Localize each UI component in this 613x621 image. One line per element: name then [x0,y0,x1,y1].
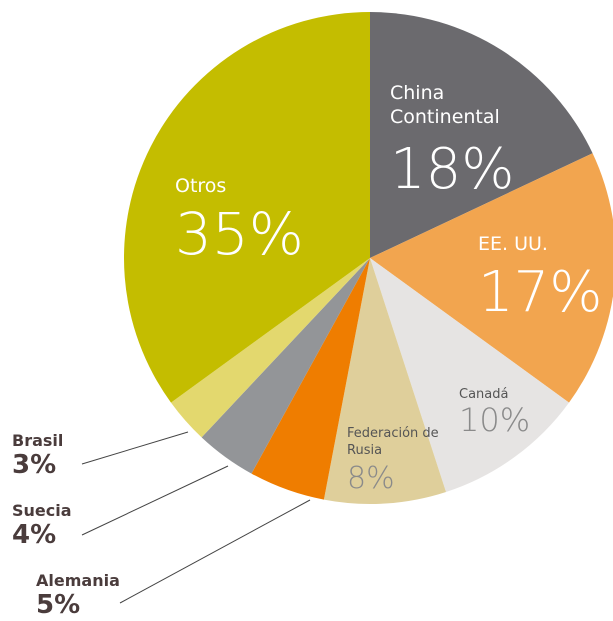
pie-slice [170,258,370,438]
value-label: 5% [36,590,80,620]
pie-slice [201,258,370,474]
label-line: Federación de [347,426,443,441]
pie-slice [370,12,593,258]
leader-line [119,499,311,604]
slice-label: Canadá [459,387,508,402]
leader-line [81,465,229,536]
pie-slice [123,12,370,403]
slice-label: Alemania [36,571,120,590]
pie-slice [323,258,447,505]
label-line: China [390,82,450,104]
label-line: Continental [390,106,500,128]
value-label: 4% [12,520,56,550]
value-label: 8% [347,461,395,496]
slice-label: Brasil [12,431,63,450]
slice-label: Otros [175,175,226,197]
slice-label: Suecia [12,501,72,520]
pie-slice [251,258,370,500]
value-label: 35% [175,200,304,268]
leader-line [81,431,189,465]
slice-label: China Continental [390,82,500,128]
slice-label: Federación de Rusia [347,426,443,458]
value-label: 3% [12,450,56,480]
value-label: 10% [459,401,530,439]
pie-slice [370,258,570,492]
pie-slice [370,153,613,403]
value-label: 17% [478,260,602,325]
label-line: Rusia [347,443,382,458]
slice-label: EE. UU. [478,233,548,255]
value-label: 18% [390,137,514,202]
